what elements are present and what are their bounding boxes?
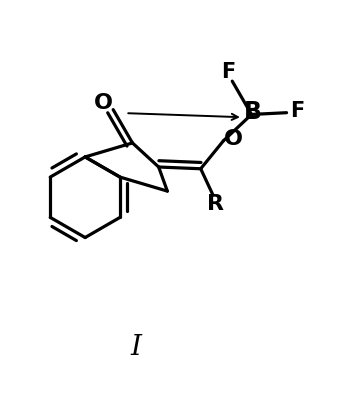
Text: O: O	[94, 93, 113, 112]
Text: B: B	[244, 100, 262, 124]
Text: F: F	[221, 62, 235, 82]
Text: O: O	[224, 129, 243, 149]
Text: R: R	[207, 194, 224, 214]
Text: F: F	[290, 101, 304, 121]
Text: I: I	[130, 335, 141, 361]
